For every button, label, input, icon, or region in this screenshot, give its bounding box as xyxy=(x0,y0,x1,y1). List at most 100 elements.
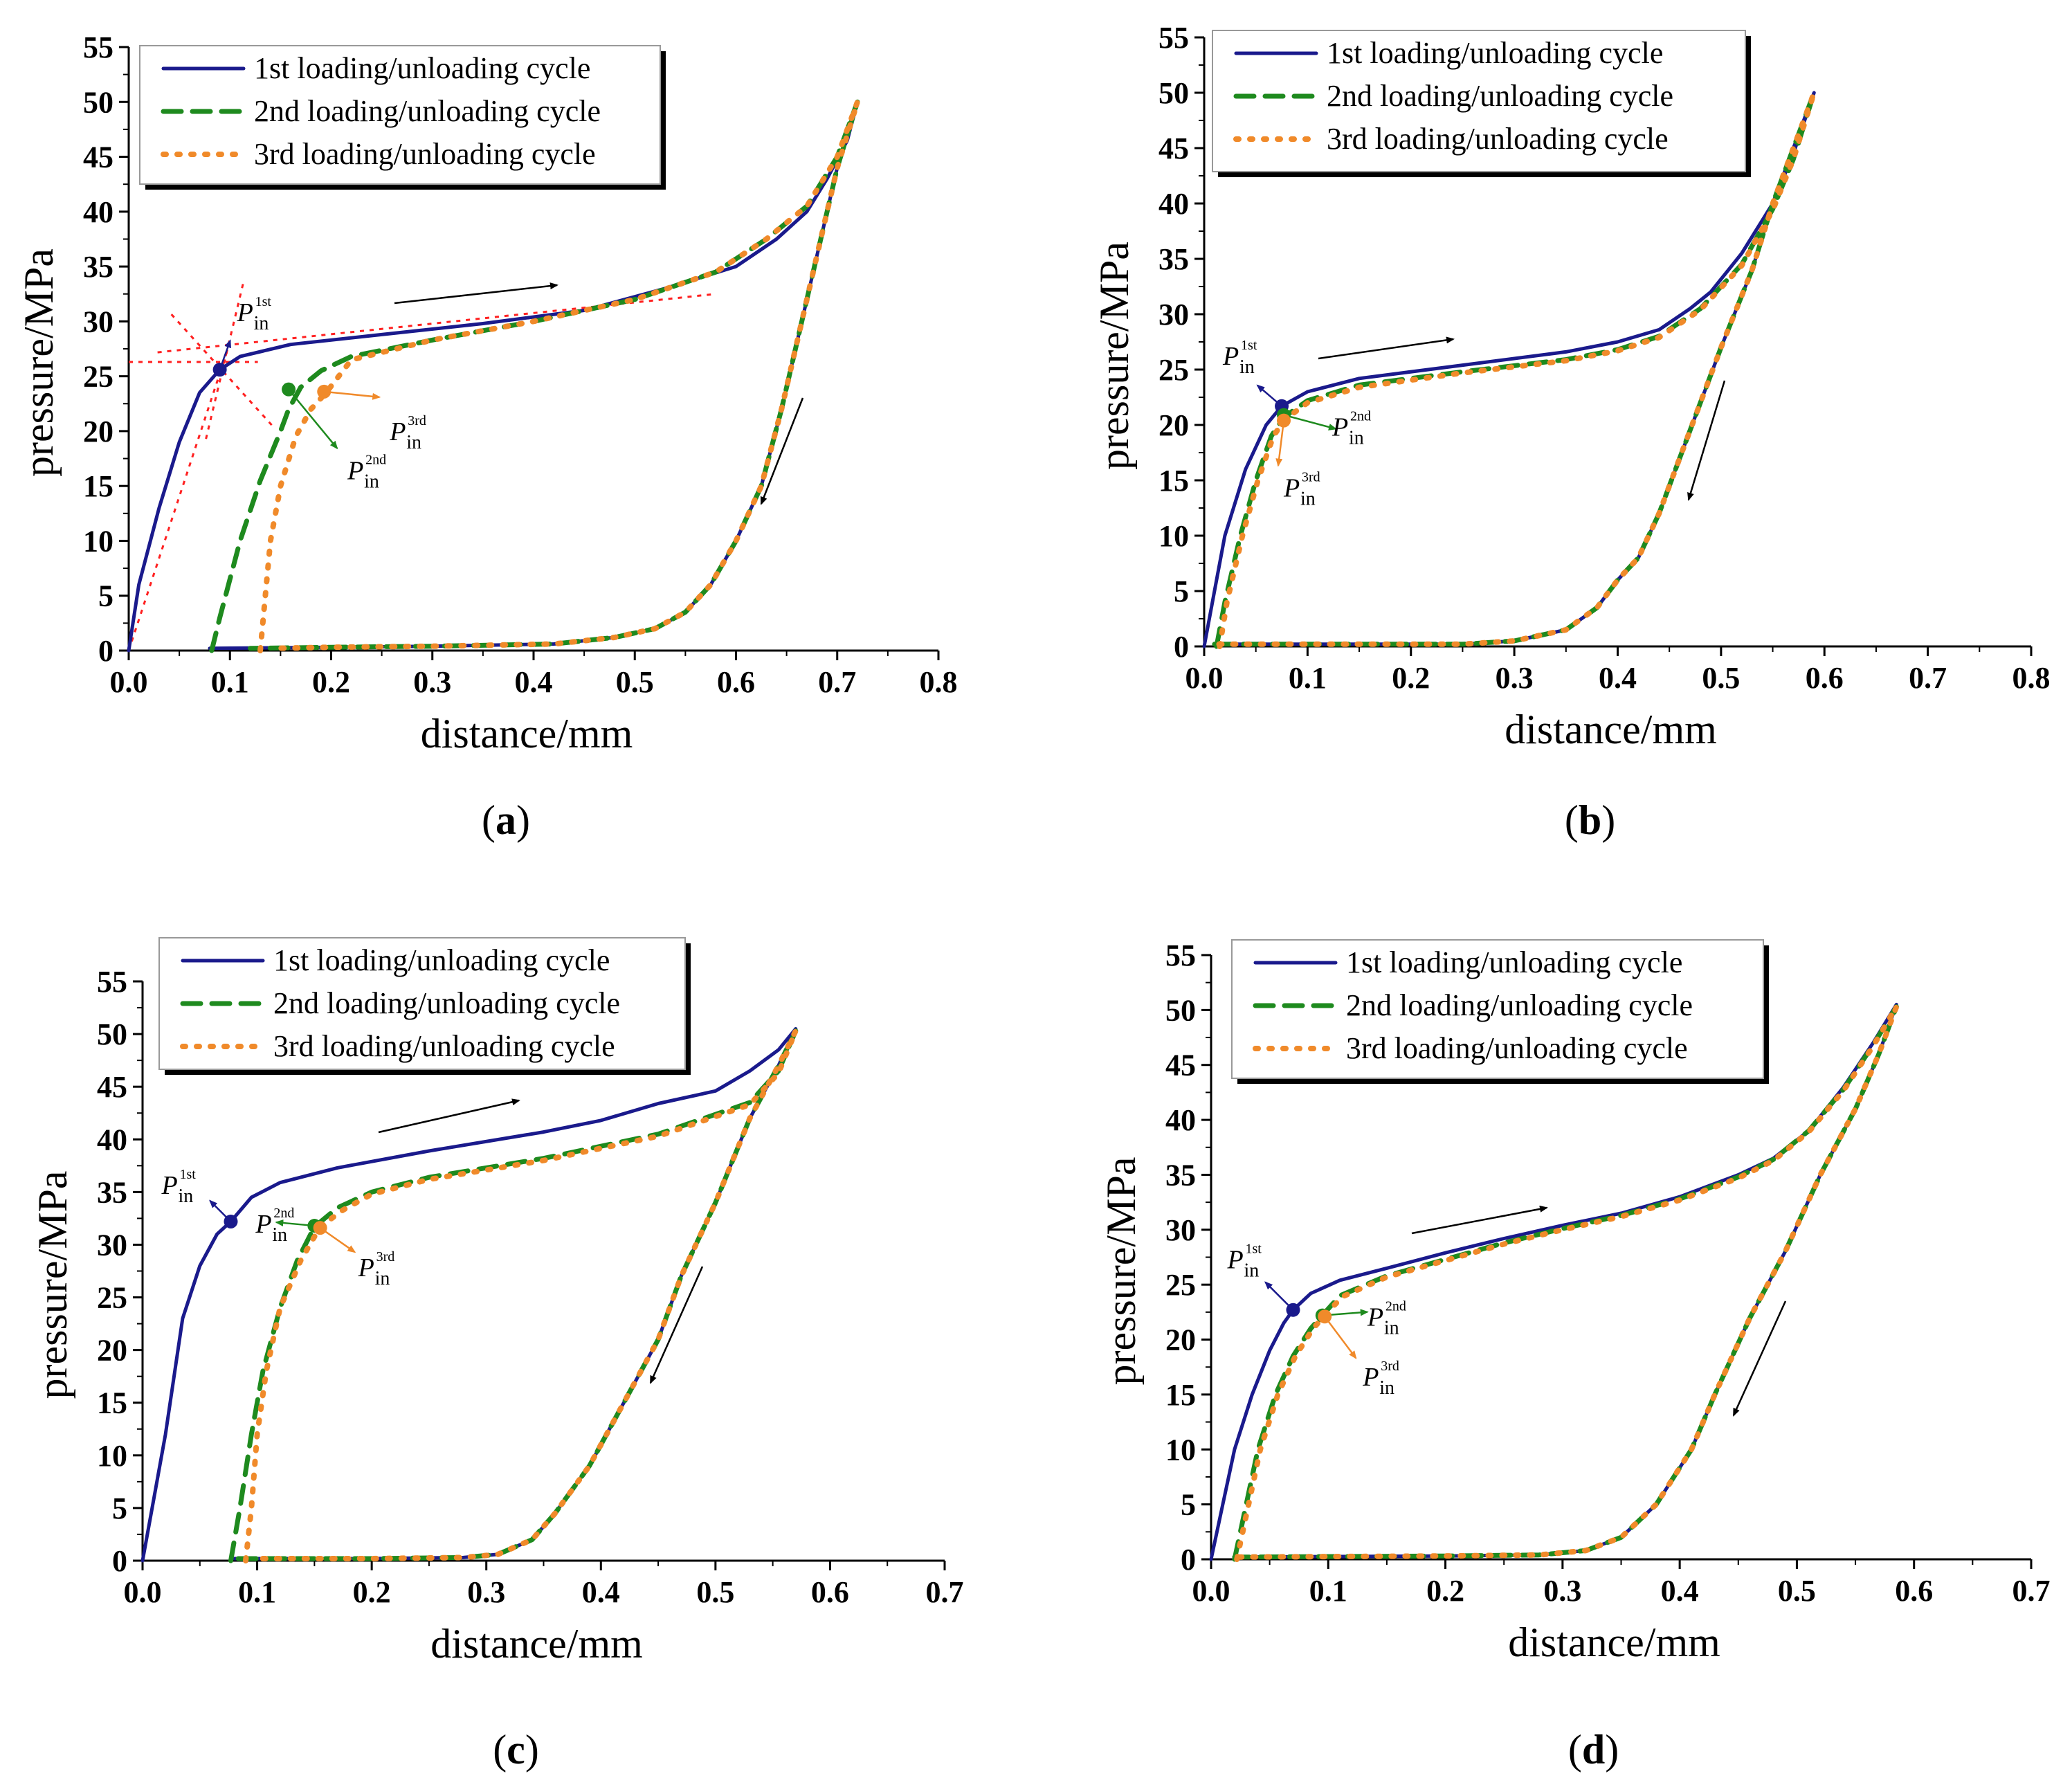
x-tick-label: 0.7 xyxy=(2012,1574,2051,1608)
x-tick-label: 0.3 xyxy=(1496,661,1534,695)
panel-label: (d) xyxy=(1568,1727,1619,1772)
series-line xyxy=(1231,1004,1900,1562)
annotation-arrow xyxy=(288,388,338,450)
x-tick-label: 0.1 xyxy=(238,1575,276,1609)
inflection-point-marker xyxy=(224,1214,238,1228)
direction-arrow xyxy=(1732,1300,1787,1417)
inflection-point-label: P xyxy=(161,1171,177,1200)
inflection-point-superscript: 1st xyxy=(1246,1242,1262,1257)
x-tick-label: 0.8 xyxy=(920,665,958,699)
panel-a: 0.0 0.1 0.2 0.3 0.4 0.5 0.6 0.7 0.8 0 5 10 15 20 25 30 3… xyxy=(16,30,958,843)
inflection-point-subscript: in xyxy=(375,1268,390,1289)
inflection-point-label: P xyxy=(347,457,363,486)
x-tick-label: 0.2 xyxy=(1392,661,1430,695)
y-tick-label: 10 xyxy=(1158,519,1189,553)
direction-arrow xyxy=(378,1098,520,1134)
inflection-point-subscript: in xyxy=(1244,1260,1260,1282)
y-tick-label: 55 xyxy=(1165,938,1196,972)
y-axis-title: pressure/MPa xyxy=(1091,242,1137,470)
panel-label-close: ) xyxy=(525,1727,539,1772)
y-tick-label: 50 xyxy=(83,85,113,119)
y-tick-label: 30 xyxy=(83,305,113,338)
inflection-point-superscript: 2nd xyxy=(273,1206,294,1221)
x-tick-label: 0.7 xyxy=(926,1575,964,1609)
legend-label: 2nd loading/unloading cycle xyxy=(1327,79,1673,113)
y-tick-label: 55 xyxy=(1158,21,1189,55)
x-tick-label: 0.5 xyxy=(1702,661,1740,695)
x-tick-label: 0.7 xyxy=(818,665,856,699)
inflection-point-superscript: 3rd xyxy=(376,1249,395,1264)
inflection-point-marker xyxy=(282,382,296,397)
x-tick-label: 0.5 xyxy=(696,1575,734,1609)
construction-line xyxy=(127,352,228,651)
inflection-point-label: P xyxy=(389,417,406,446)
x-tick-label: 0.0 xyxy=(110,665,148,699)
x-tick-label: 0.0 xyxy=(1192,1574,1230,1608)
legend-label: 3rd loading/unloading cycle xyxy=(254,137,596,171)
annotation-arrow xyxy=(319,1227,356,1253)
legend-label: 2nd loading/unloading cycle xyxy=(1346,988,1693,1022)
x-axis-title: distance/mm xyxy=(430,1621,643,1667)
panel-label-close: ) xyxy=(516,797,530,843)
inflection-point-label: P xyxy=(1222,342,1239,371)
x-tick-label: 0.2 xyxy=(1426,1574,1464,1608)
y-tick-label: 45 xyxy=(1158,131,1189,165)
panel-label: (b) xyxy=(1565,797,1615,843)
x-tick-label: 0.5 xyxy=(1778,1574,1816,1608)
y-tick-label: 45 xyxy=(83,140,113,174)
legend-label: 1st loading/unloading cycle xyxy=(1327,36,1663,70)
y-tick-label: 45 xyxy=(1165,1049,1196,1082)
y-tick-label: 5 xyxy=(98,579,113,613)
inflection-point-label: P xyxy=(358,1253,374,1282)
y-tick-label: 20 xyxy=(1165,1323,1196,1357)
x-tick-label: 0.1 xyxy=(211,665,249,699)
x-axis-title: distance/mm xyxy=(421,711,633,756)
inflection-point-marker xyxy=(1286,1303,1300,1317)
legend-label: 2nd loading/unloading cycle xyxy=(273,986,620,1020)
annotation-arrow xyxy=(324,390,381,400)
series-line xyxy=(1209,1002,1898,1561)
inflection-point-subscript: in xyxy=(406,432,421,453)
y-tick-label: 5 xyxy=(1181,1488,1196,1522)
annotation-arrow xyxy=(1324,1316,1357,1359)
inflection-point-label: P xyxy=(1362,1363,1379,1392)
inflection-point-subscript: in xyxy=(272,1224,287,1246)
series-line xyxy=(257,99,860,653)
y-tick-label: 10 xyxy=(83,524,113,558)
x-tick-label: 0.4 xyxy=(1599,661,1637,695)
y-tick-label: 25 xyxy=(1158,353,1189,387)
x-tick-label: 0.8 xyxy=(2012,661,2051,695)
direction-arrow xyxy=(1318,336,1455,360)
inflection-point-subscript: in xyxy=(1239,356,1255,378)
inflection-point-superscript: 3rd xyxy=(1381,1359,1399,1374)
direction-arrow xyxy=(394,282,558,305)
panel-b: 0.0 0.1 0.2 0.3 0.4 0.5 0.6 0.7 0.8 0 5 10 15 20 25 30 3… xyxy=(1091,21,2051,843)
y-tick-label: 0 xyxy=(1174,630,1189,664)
legend-label: 3rd loading/unloading cycle xyxy=(1327,122,1669,156)
panel-label-letter: b xyxy=(1579,797,1601,843)
legend-label: 1st loading/unloading cycle xyxy=(254,51,590,85)
inflection-point-subscript: in xyxy=(1300,489,1316,510)
y-tick-label: 25 xyxy=(1165,1268,1196,1302)
x-tick-label: 0.3 xyxy=(467,1575,505,1609)
y-tick-label: 25 xyxy=(83,360,113,394)
series-line xyxy=(140,1027,798,1563)
inflection-point-label: P xyxy=(1332,413,1348,442)
y-tick-label: 35 xyxy=(97,1175,127,1209)
inflection-point-subscript: in xyxy=(364,471,379,493)
y-tick-label: 50 xyxy=(97,1017,127,1051)
y-tick-label: 30 xyxy=(1158,298,1189,332)
panel-d: 0.0 0.1 0.2 0.3 0.4 0.5 0.6 0.7 0 5 10 15 20 25 30 35 40… xyxy=(1098,938,2051,1772)
y-tick-label: 0 xyxy=(1181,1543,1196,1577)
x-tick-label: 0.7 xyxy=(1909,661,1947,695)
x-axis-title: distance/mm xyxy=(1505,707,1717,752)
y-tick-label: 15 xyxy=(83,469,113,503)
y-tick-label: 15 xyxy=(97,1386,127,1420)
y-tick-label: 30 xyxy=(97,1228,127,1262)
inflection-point-marker xyxy=(1318,1309,1332,1324)
inflection-point-label: P xyxy=(237,298,253,327)
x-tick-label: 0.4 xyxy=(582,1575,620,1609)
y-tick-label: 40 xyxy=(1158,187,1189,221)
inflection-point-label: P xyxy=(1227,1246,1244,1275)
panel-label-letter: a xyxy=(496,797,516,843)
